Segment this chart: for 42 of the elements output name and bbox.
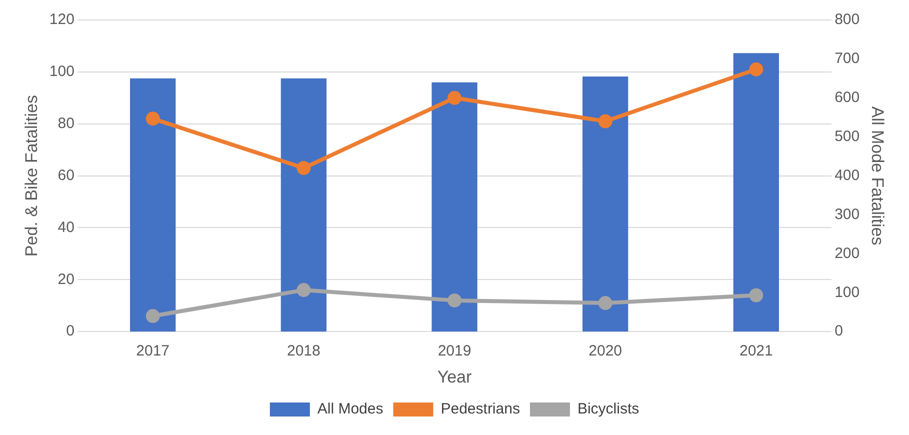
bar [733, 53, 779, 332]
y-tick-label: 60 [58, 166, 74, 184]
point [598, 114, 612, 128]
bar [280, 78, 326, 332]
legend-label: Bicyclists [577, 400, 640, 418]
point [598, 296, 612, 310]
y2-tick-label: 200 [834, 244, 860, 262]
x-tick-label: 2020 [588, 342, 622, 360]
y-tick-label: 0 [66, 322, 74, 340]
x-axis-title: Year [437, 367, 472, 386]
y-tick-label: 120 [49, 11, 74, 28]
y2-tick-label: 0 [834, 322, 843, 340]
point [749, 62, 764, 76]
legend-label: Pedestrians [440, 400, 520, 418]
point [296, 161, 311, 176]
bar [432, 82, 478, 332]
point [146, 309, 160, 324]
y2-tick-label: 100 [834, 284, 860, 301]
bar [130, 78, 176, 332]
x-tick-label: 2017 [136, 342, 170, 360]
point [448, 293, 462, 308]
y2-tick-label: 700 [834, 50, 860, 68]
x-tick-label: 2019 [438, 342, 472, 360]
legend-label: All Modes [317, 400, 384, 418]
y-tick-label: 80 [58, 115, 74, 132]
y2-tick-label: 400 [834, 166, 860, 184]
point [749, 288, 764, 302]
x-tick-label: 2021 [739, 342, 773, 360]
y2-tick-label: 600 [834, 89, 860, 106]
bar [582, 76, 628, 332]
point [296, 283, 311, 298]
y2-axis-title: All Mode Fatalities [868, 106, 888, 246]
y-tick-label: 20 [58, 270, 74, 288]
y2-tick-label: 300 [834, 206, 860, 223]
point [448, 90, 462, 105]
y-tick-label: 40 [58, 218, 74, 236]
x-tick-label: 2018 [286, 342, 320, 360]
y2-tick-label: 500 [834, 128, 860, 145]
y-axis-title: Ped. & Bike Fatalities [22, 95, 41, 257]
y2-tick-label: 800 [834, 11, 860, 28]
y-tick-label: 100 [49, 63, 74, 80]
point [146, 112, 160, 126]
